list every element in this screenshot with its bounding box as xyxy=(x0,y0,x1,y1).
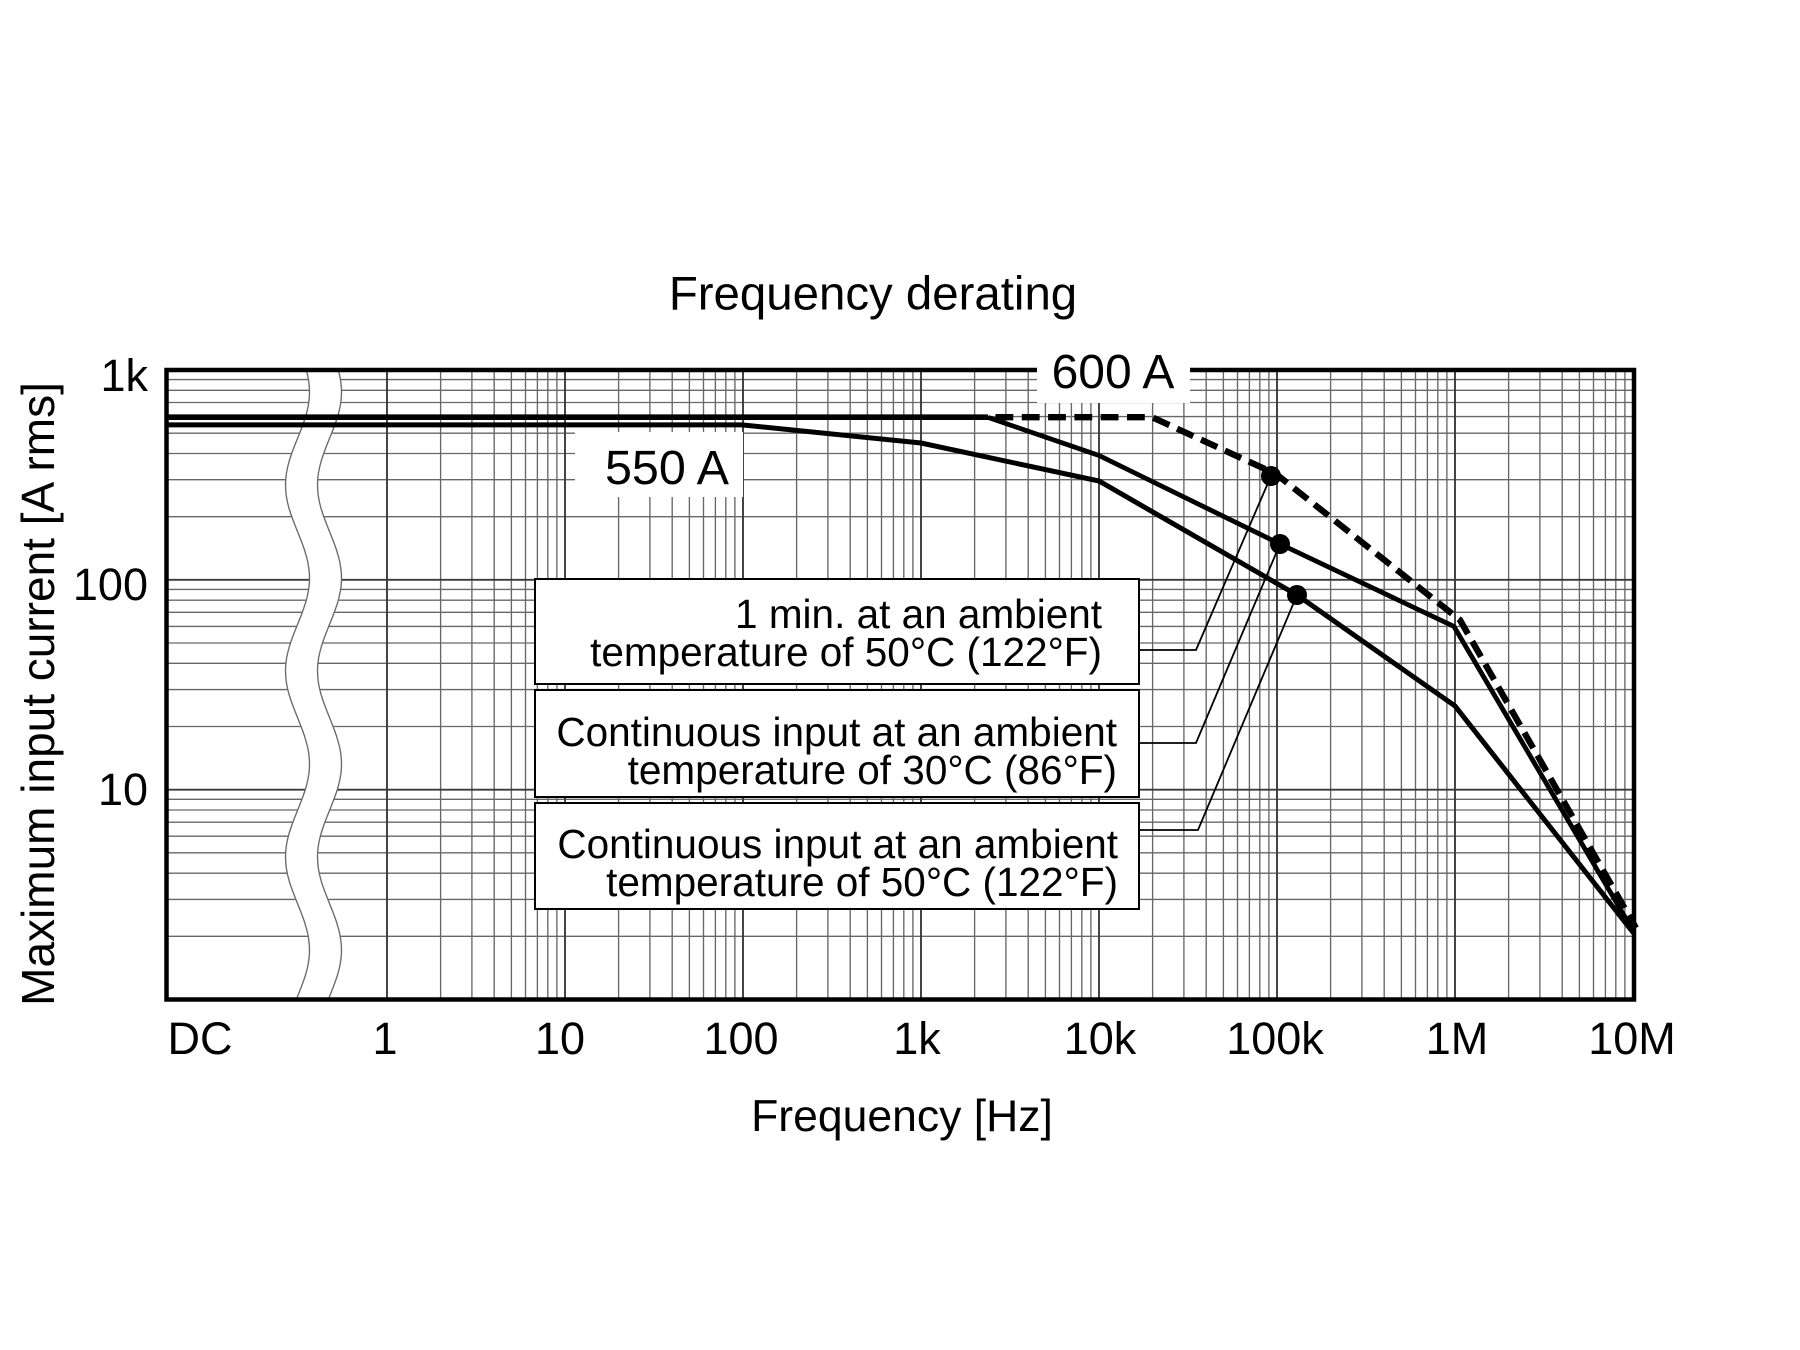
svg-text:100: 100 xyxy=(703,1013,778,1064)
svg-text:1k: 1k xyxy=(893,1013,941,1064)
svg-text:Maximum input current [A rms]: Maximum input current [A rms] xyxy=(12,382,64,1006)
svg-text:10: 10 xyxy=(98,764,148,815)
svg-text:100k: 100k xyxy=(1226,1013,1324,1064)
svg-text:600 A: 600 A xyxy=(1052,346,1175,399)
svg-text:DC: DC xyxy=(168,1013,233,1064)
svg-text:temperature of 30°C (86°F): temperature of 30°C (86°F) xyxy=(628,747,1117,793)
svg-text:1: 1 xyxy=(372,1013,397,1064)
svg-text:Continuous input at an ambient: Continuous input at an ambient xyxy=(556,709,1117,755)
svg-text:Continuous input at an ambient: Continuous input at an ambient xyxy=(557,821,1118,867)
svg-text:1 min. at an ambient: 1 min. at an ambient xyxy=(735,591,1102,637)
svg-text:1M: 1M xyxy=(1426,1013,1489,1064)
svg-text:100: 100 xyxy=(73,559,148,610)
svg-text:Frequency derating: Frequency derating xyxy=(669,268,1077,321)
svg-text:temperature of 50°C (122°F): temperature of 50°C (122°F) xyxy=(606,859,1118,905)
svg-text:10M: 10M xyxy=(1588,1013,1676,1064)
svg-text:10: 10 xyxy=(535,1013,585,1064)
svg-text:550 A: 550 A xyxy=(605,441,730,495)
svg-text:Frequency [Hz]: Frequency [Hz] xyxy=(751,1092,1053,1141)
svg-text:temperature of 50°C (122°F): temperature of 50°C (122°F) xyxy=(590,629,1102,675)
svg-text:1k: 1k xyxy=(100,350,148,401)
svg-text:10k: 10k xyxy=(1064,1013,1137,1064)
